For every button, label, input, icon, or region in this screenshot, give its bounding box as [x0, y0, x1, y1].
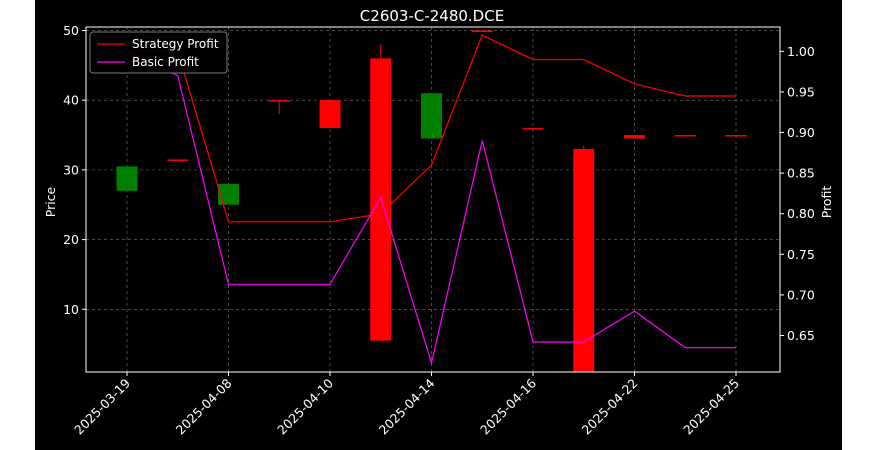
y2-axis-title: Profit: [819, 186, 834, 219]
y-tick-label-1: 20: [63, 232, 79, 247]
x-tick-label-6: 2025-04-25: [680, 376, 742, 438]
x-tick-label-3: 2025-04-14: [376, 375, 438, 437]
chart-svg: C2603-C-2480.DCE 10 20 30 40 50 0.65 0.70 0.75 0…: [43, 7, 834, 438]
candle-body-8: [522, 128, 544, 130]
y2-tick-label-4: 0.85: [787, 166, 815, 181]
y2-tick-label-5: 0.90: [787, 125, 815, 140]
candle-body-6: [421, 93, 442, 139]
candles: [116, 30, 747, 372]
plot-frame: [85, 26, 781, 373]
y2-tick-label-1: 0.70: [787, 287, 815, 302]
grid: [86, 27, 780, 372]
x-tick-label-1: 2025-04-08: [173, 375, 235, 437]
candle-body-2: [218, 183, 239, 205]
candle-body-10: [624, 135, 645, 139]
candle-body-11: [674, 135, 696, 137]
chart-canvas: C2603-C-2480.DCE 10 20 30 40 50 0.65 0.70 0.75 0…: [35, 0, 842, 450]
series-line-1: [126, 50, 736, 366]
y2-tick-label-3: 0.80: [787, 206, 815, 221]
legend-box: [89, 31, 228, 74]
series-line-0: [127, 34, 736, 223]
x-tick-label-0: 2025-03-19: [71, 375, 133, 437]
x-tick-label-4: 2025-04-16: [477, 375, 539, 437]
candle-body-7: [471, 30, 493, 32]
legend: Strategy Profit Basic Profit: [89, 31, 228, 74]
y2-tick-label-6: 0.95: [787, 84, 815, 99]
legend-label-strategy: Strategy Profit: [132, 37, 219, 51]
y2-tick-label-0: 0.65: [787, 328, 815, 343]
chart-title: C2603-C-2480.DCE: [360, 7, 504, 25]
candle-body-0: [116, 166, 138, 191]
y2-tick-label-2: 0.75: [787, 247, 815, 262]
x-tick-label-5: 2025-04-22: [579, 376, 641, 438]
y2-tick-label-7: 1.00: [787, 44, 815, 59]
candle-body-9: [573, 148, 595, 372]
y-tick-label-0: 10: [63, 302, 79, 317]
axes: 10 20 30 40 50 0.65 0.70 0.75 0.80 0.85 0.90 0.95 1.…: [63, 23, 815, 438]
profit-lines: [126, 34, 736, 366]
legend-label-basic: Basic Profit: [132, 55, 199, 69]
candle-body-3: [268, 100, 290, 102]
y-tick-label-3: 40: [63, 93, 79, 108]
y-tick-label-2: 30: [63, 162, 79, 177]
candle-body-4: [319, 100, 341, 129]
x-tick-label-2: 2025-04-10: [274, 375, 336, 437]
y-axis-title: Price: [43, 186, 58, 217]
candle-body-1: [167, 159, 189, 161]
y-tick-label-4: 50: [63, 23, 79, 38]
candle-body-12: [725, 135, 747, 137]
